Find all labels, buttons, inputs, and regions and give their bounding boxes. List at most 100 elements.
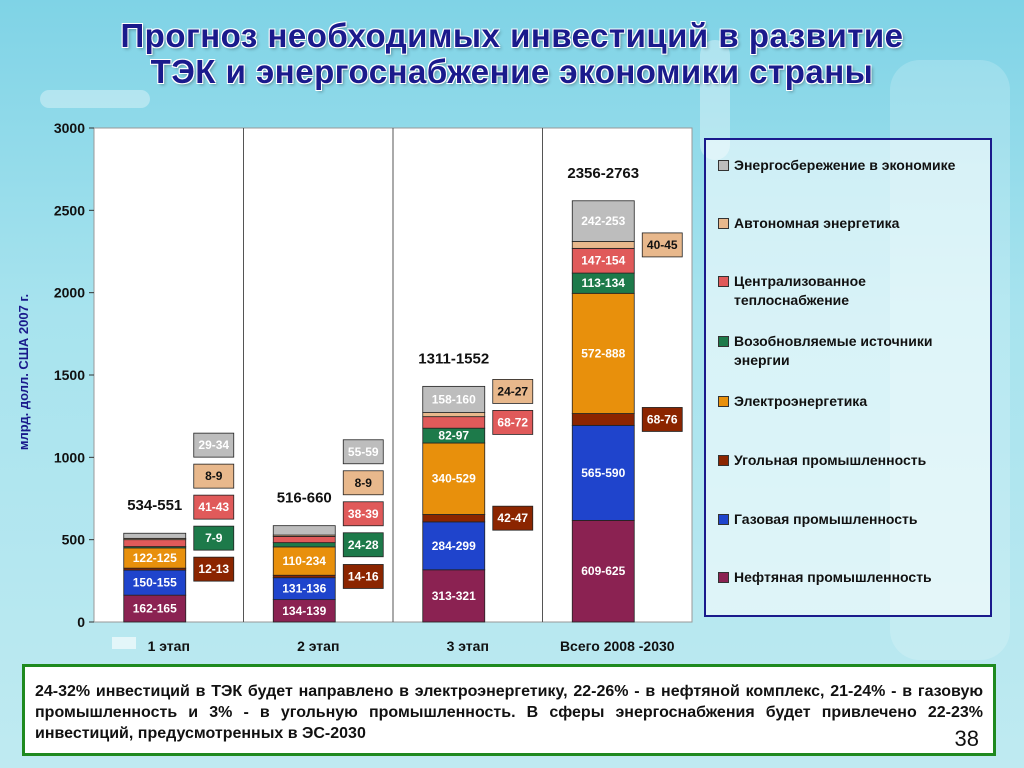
summary-note: 24-32% инвестиций в ТЭК будет направлено… [22, 664, 996, 756]
bar-segment [571, 200, 635, 242]
bar-segment [571, 520, 635, 623]
data-label: 147-154 [581, 254, 625, 268]
y-tick-label: 2000 [54, 285, 85, 301]
data-label: 38-39 [348, 507, 379, 521]
data-label: 134-139 [282, 604, 326, 618]
summary-text: 24-32% инвестиций в ТЭК будет направлено… [35, 683, 983, 742]
bar-segment [272, 525, 336, 536]
data-label: 68-72 [497, 415, 528, 429]
side-label-box [342, 470, 384, 496]
data-label: 7-9 [205, 531, 223, 545]
data-label: 131-136 [282, 582, 326, 596]
data-label: 242-253 [581, 214, 625, 228]
data-label: 42-47 [497, 511, 528, 525]
x-tick-label: 1 этап [148, 638, 190, 654]
legend-swatch [718, 455, 729, 466]
bar-segment [123, 594, 187, 623]
slide-number: 38 [954, 726, 979, 751]
legend-label: Энергосбережение в экономике [734, 157, 956, 173]
bars [123, 200, 635, 623]
bar-segment [571, 424, 635, 521]
y-axis-label: млрд. долл. США 2007 г. [16, 294, 31, 450]
legend-label: Электроэнергетика [734, 393, 868, 409]
data-label: 29-34 [198, 438, 229, 452]
title-line-2: ТЭК и энергоснабжение экономики страны [150, 53, 874, 90]
legend-swatch [718, 396, 729, 407]
data-label: 110-234 [283, 554, 327, 568]
bar-total-label: 534-551 [127, 497, 182, 514]
title-line-1: Прогноз необходимых инвестиций в развити… [120, 17, 904, 54]
bar-segment [123, 539, 187, 547]
legend-label: Возобновляемые источники энергии [734, 333, 933, 368]
bar-segment [422, 412, 486, 418]
side-label-box [342, 439, 384, 465]
bar-segment [272, 535, 336, 544]
x-tick-label: 3 этап [447, 638, 489, 654]
bar-segment [571, 413, 635, 426]
x-tick-label: Всего 2008 -2030 [560, 638, 675, 654]
data-label: 8-9 [205, 469, 223, 483]
data-label: 340-529 [432, 472, 476, 486]
data-label: 313-321 [432, 589, 476, 603]
data-label: 113-134 [582, 276, 626, 290]
data-label: 122-125 [133, 551, 177, 565]
side-label-box [342, 564, 384, 589]
bar-total-label: 1311-1552 [418, 350, 489, 367]
decor-stripe [112, 637, 136, 649]
data-label: 41-43 [198, 500, 229, 514]
side-label-box [193, 463, 235, 489]
legend-swatch [718, 276, 729, 287]
data-labels: 162-165 150-155 122-125 12-13 7-9 41-43 8-9 29-… [127, 165, 683, 618]
chart-legend: Энергосбережение в экономике Автономная э… [704, 138, 992, 617]
side-label-box [492, 379, 534, 404]
data-label: 12-13 [198, 562, 229, 576]
data-label: 40-45 [647, 238, 678, 252]
y-tick-label: 1000 [54, 449, 85, 465]
data-label: 24-28 [348, 538, 379, 552]
bar-segment [571, 292, 635, 414]
side-label-box [193, 525, 235, 551]
bar-segment [422, 514, 486, 523]
legend-swatch [718, 514, 729, 525]
side-label-box [193, 494, 235, 520]
bar-total-label: 2356-2763 [567, 165, 639, 182]
bar-segment [422, 416, 486, 429]
bar-segment [571, 247, 635, 274]
data-label: 572-888 [581, 346, 625, 360]
x-axis: 1 этап 2 этап 3 этап Всего 2008 -2030 [112, 637, 675, 654]
bar-segment [422, 521, 486, 571]
data-label: 150-155 [133, 576, 177, 590]
data-label: 8-9 [355, 476, 373, 490]
bar-segment [422, 385, 486, 413]
y-tick-label: 1500 [54, 367, 85, 383]
legend-label: Нефтяная промышленность [734, 569, 932, 585]
side-label-box [641, 232, 683, 258]
data-label: 24-27 [497, 384, 528, 398]
bar-segment [422, 569, 486, 623]
legend-swatch [718, 160, 729, 171]
y-tick-label: 3000 [54, 120, 85, 136]
category-dividers [243, 128, 543, 622]
y-tick-label: 2500 [54, 202, 85, 218]
side-label-box [492, 410, 534, 435]
bar-total-label: 516-660 [277, 490, 332, 507]
side-label-box [342, 501, 384, 527]
slide-title: Прогноз необходимых инвестиций в развити… [0, 18, 1024, 90]
legend-swatch [718, 572, 729, 583]
decor-stripe [40, 90, 150, 108]
bar-segment [272, 546, 336, 576]
legend-label: Централизованное теплоснабжение [734, 273, 866, 308]
y-axis: 0 500 1000 1500 2000 2500 3000 [54, 120, 94, 630]
data-label: 565-590 [581, 466, 625, 480]
side-label-box [641, 407, 683, 432]
bar-segment [123, 569, 187, 596]
legend-label: Угольная промышленность [734, 452, 927, 468]
bar-segment [272, 542, 336, 548]
data-label: 609-625 [581, 564, 625, 578]
x-tick-label: 2 этап [297, 638, 339, 654]
data-label: 55-59 [348, 445, 379, 459]
data-label: 82-97 [438, 429, 469, 443]
bar-segment [422, 442, 486, 515]
side-label-box [193, 556, 235, 582]
